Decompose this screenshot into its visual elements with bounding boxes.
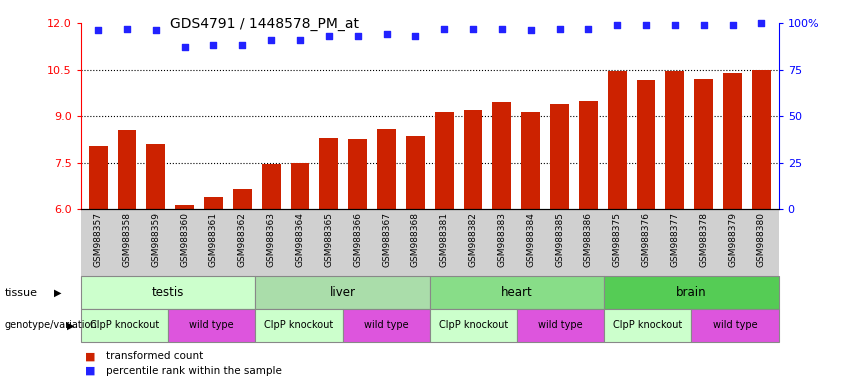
Point (149, 27, 163, 33)
Point (380, 31, 393, 37)
Bar (550, 104, 568, 209)
Text: ■: ■ (85, 366, 95, 376)
Bar (204, 197, 223, 209)
Text: wild type: wild type (364, 320, 408, 331)
Bar (291, 163, 310, 209)
Bar (435, 111, 454, 209)
Point (294, 37, 307, 43)
Point (495, 26, 509, 32)
Bar (233, 189, 252, 209)
Text: ClpP knockout: ClpP knockout (90, 320, 159, 331)
Bar (637, 81, 655, 209)
Bar (406, 136, 425, 209)
Point (755, 20, 768, 26)
Point (91, 27, 105, 33)
Text: brain: brain (677, 286, 706, 299)
Text: wild type: wild type (539, 320, 583, 331)
Text: wild type: wild type (190, 320, 234, 331)
Point (581, 26, 595, 32)
Point (639, 22, 653, 28)
Point (726, 22, 740, 28)
Bar (752, 70, 771, 209)
Bar (694, 79, 713, 209)
Bar (146, 144, 165, 209)
Text: tissue: tissue (4, 288, 37, 298)
Point (697, 22, 711, 28)
Point (322, 33, 335, 39)
Bar (377, 129, 396, 209)
Bar (522, 111, 540, 209)
Text: heart: heart (501, 286, 533, 299)
Bar (665, 71, 684, 209)
Bar (723, 73, 742, 209)
Point (351, 33, 364, 39)
Text: transformed count: transformed count (106, 351, 203, 361)
Text: GDS4791 / 1448578_PM_at: GDS4791 / 1448578_PM_at (170, 17, 359, 31)
Text: ▶: ▶ (54, 288, 61, 298)
Text: wild type: wild type (713, 320, 757, 331)
Text: ClpP knockout: ClpP knockout (439, 320, 508, 331)
Text: genotype/variation: genotype/variation (4, 320, 97, 331)
Point (524, 27, 538, 33)
Bar (348, 139, 367, 209)
Text: ClpP knockout: ClpP knockout (265, 320, 334, 331)
Text: liver: liver (329, 286, 356, 299)
Text: testis: testis (151, 286, 185, 299)
Point (552, 26, 566, 32)
Point (408, 33, 422, 39)
Bar (608, 71, 626, 209)
Bar (262, 164, 281, 209)
Text: ■: ■ (85, 351, 95, 361)
Bar (464, 110, 483, 209)
Bar (493, 102, 511, 209)
Bar (579, 101, 597, 209)
Point (265, 37, 278, 43)
Text: ▶: ▶ (67, 320, 74, 331)
Point (668, 22, 682, 28)
Text: percentile rank within the sample: percentile rank within the sample (106, 366, 283, 376)
Point (466, 26, 480, 32)
Point (610, 22, 624, 28)
Point (120, 26, 134, 32)
Bar (117, 130, 136, 209)
Bar (319, 138, 338, 209)
Point (437, 26, 451, 32)
Point (178, 44, 191, 50)
Bar (175, 205, 194, 209)
Point (207, 42, 220, 48)
Point (236, 42, 249, 48)
Text: ClpP knockout: ClpP knockout (614, 320, 683, 331)
Bar (89, 146, 107, 209)
